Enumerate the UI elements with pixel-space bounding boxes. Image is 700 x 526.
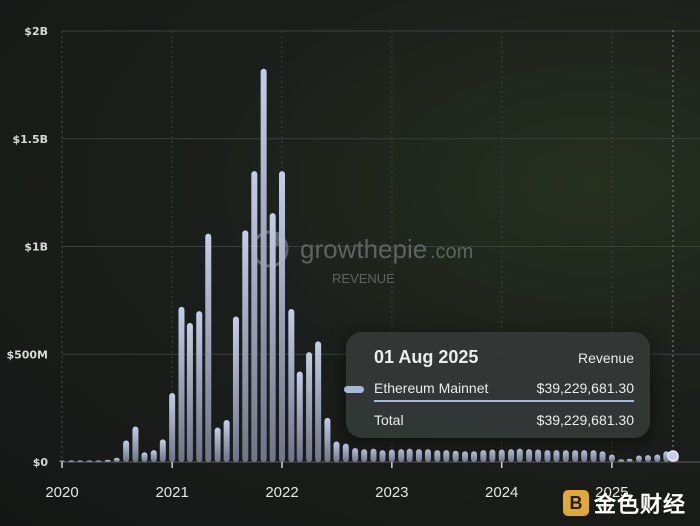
bar[interactable] <box>205 233 212 462</box>
bar[interactable] <box>489 449 496 462</box>
bar[interactable] <box>406 448 413 462</box>
bar[interactable] <box>59 460 65 463</box>
bar[interactable] <box>581 450 588 462</box>
bar[interactable] <box>251 171 258 462</box>
bar[interactable] <box>232 316 239 462</box>
bar[interactable] <box>141 452 148 462</box>
bar[interactable] <box>508 449 515 462</box>
bar[interactable] <box>169 393 176 462</box>
tooltip-date: 01 Aug 2025 <box>374 347 479 367</box>
bar[interactable] <box>590 450 597 462</box>
x-tick-label: 2020 <box>45 484 78 501</box>
bar[interactable] <box>68 460 75 463</box>
bar[interactable] <box>279 171 286 462</box>
y-tick-label: $500M <box>6 348 48 361</box>
bar[interactable] <box>352 447 359 462</box>
x-tick-label: 2021 <box>155 484 188 501</box>
bar[interactable] <box>86 460 93 463</box>
bar[interactable] <box>178 306 185 462</box>
bar[interactable] <box>572 450 579 462</box>
bar[interactable] <box>315 341 322 462</box>
bar[interactable] <box>553 450 560 462</box>
bar[interactable] <box>260 68 267 463</box>
bar[interactable] <box>452 450 459 462</box>
bar[interactable] <box>296 371 303 462</box>
bar[interactable] <box>159 439 166 462</box>
bar[interactable] <box>618 459 625 462</box>
bar[interactable] <box>654 454 661 462</box>
grid-lines <box>61 30 700 463</box>
hover-marker <box>667 30 679 462</box>
bar[interactable] <box>471 451 478 462</box>
corner-logo-badge: B <box>563 490 589 516</box>
corner-logo: B 金色财经 <box>563 487 693 519</box>
bar[interactable] <box>461 451 468 462</box>
bar[interactable] <box>324 417 331 462</box>
bar[interactable] <box>480 450 487 462</box>
bar[interactable] <box>608 454 615 462</box>
bar[interactable] <box>77 460 84 463</box>
data-tooltip: 01 Aug 2025 Revenue Ethereum Mainnet $39… <box>344 332 650 438</box>
y-tick-label: $2B <box>24 25 48 38</box>
x-tick-label: 2024 <box>485 484 518 501</box>
x-tick-label: 2022 <box>265 484 298 501</box>
bar[interactable] <box>599 451 606 462</box>
bar[interactable] <box>434 450 441 462</box>
watermark-brand: growthepie <box>300 234 427 264</box>
bar[interactable] <box>443 450 450 462</box>
bar[interactable] <box>288 308 295 462</box>
bar[interactable] <box>186 323 193 462</box>
tooltip-series-label: Ethereum Mainnet <box>374 380 489 396</box>
bar[interactable] <box>123 440 130 462</box>
watermark-subtitle: REVENUE <box>332 271 395 286</box>
watermark-domain: .com <box>430 241 473 263</box>
bar[interactable] <box>242 230 249 462</box>
y-tick-label: $1B <box>24 241 48 254</box>
bar[interactable] <box>635 455 642 462</box>
bar[interactable] <box>113 457 120 462</box>
bar[interactable] <box>333 441 340 462</box>
bar[interactable] <box>269 213 276 462</box>
bar[interactable] <box>150 450 157 462</box>
bar[interactable] <box>498 449 505 462</box>
tooltip-metric: Revenue <box>577 350 634 366</box>
bar[interactable] <box>526 449 533 462</box>
bar[interactable] <box>223 419 230 462</box>
series-swatch <box>344 386 364 393</box>
bar[interactable] <box>544 450 551 462</box>
bar[interactable] <box>132 426 139 462</box>
bar[interactable] <box>424 449 431 462</box>
y-tick-label: $1.5B <box>12 133 48 146</box>
bar[interactable] <box>626 458 633 462</box>
x-tick-label: 2023 <box>375 484 408 501</box>
corner-logo-text: 金色财经 <box>594 493 687 518</box>
tooltip-total-label: Total <box>374 412 404 428</box>
bar[interactable] <box>370 448 377 462</box>
bar[interactable] <box>415 449 422 462</box>
tooltip-share-bar <box>374 400 634 402</box>
x-axis-ticks: 2020 2021 2022 2023 2024 2025 <box>45 462 629 501</box>
y-tick-label: $0 <box>33 456 49 469</box>
bar[interactable] <box>388 449 395 462</box>
bar[interactable] <box>361 449 368 462</box>
bar[interactable] <box>516 448 523 462</box>
bar[interactable] <box>379 450 386 462</box>
bar[interactable] <box>644 455 651 462</box>
x-tick-label: 2025 <box>595 484 628 501</box>
bar[interactable] <box>104 459 111 462</box>
bar[interactable] <box>398 449 405 462</box>
bar[interactable] <box>95 460 102 463</box>
bar[interactable] <box>306 352 313 462</box>
bar[interactable] <box>214 427 221 462</box>
bar[interactable] <box>196 311 203 462</box>
y-axis-ticks: $0 $500M $1B $1.5B $2B <box>6 25 48 469</box>
bar[interactable] <box>342 443 349 462</box>
bar[interactable] <box>562 450 569 462</box>
watermark: growthepie .com REVENUE <box>251 230 473 286</box>
tooltip-series-value: $39,229,681.30 <box>536 380 634 396</box>
bar[interactable] <box>535 449 542 462</box>
tooltip-total-value: $39,229,681.30 <box>536 412 634 428</box>
